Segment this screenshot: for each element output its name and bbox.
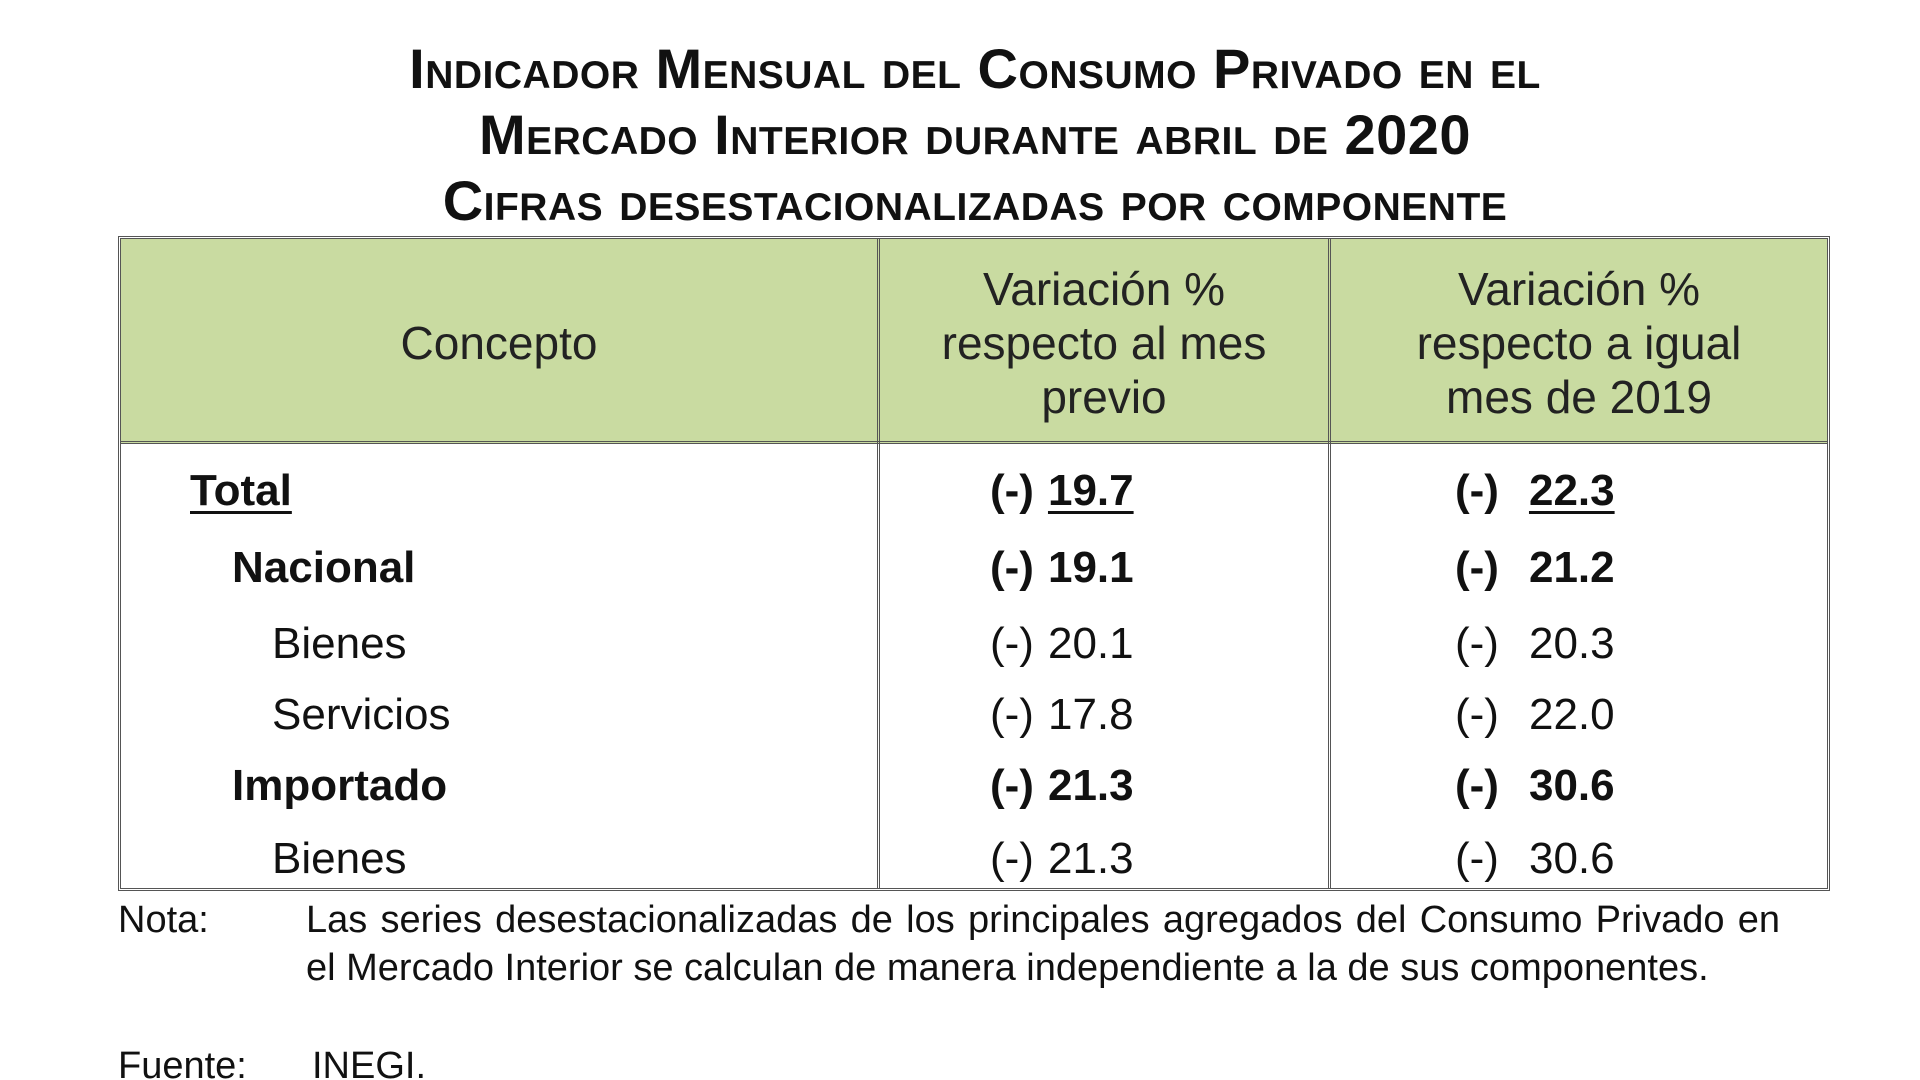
row-label-servicios: Servicios: [272, 690, 451, 739]
header-col1-line-3: previo: [1041, 371, 1167, 423]
row-bienes-nacional-col1: (-) 20.1: [990, 614, 1134, 674]
value-number: 19.7: [1047, 466, 1134, 515]
value-number: 19.1: [1047, 543, 1134, 592]
header-col1: Variación % respecto al mes previo: [880, 262, 1328, 424]
value-sign: (-): [1455, 690, 1499, 739]
value-number: 21.2: [1528, 543, 1615, 592]
row-nacional-col1: (-) 19.1: [990, 538, 1134, 598]
header-col2: Variación % respecto a igual mes de 2019: [1331, 262, 1827, 424]
row-total-col2: (-) 22.3: [1455, 461, 1615, 521]
value-number: 22.0: [1528, 690, 1615, 739]
header-col2-line-3: mes de 2019: [1446, 371, 1712, 423]
row-label-bienes-importado: Bienes: [272, 834, 407, 883]
value-sign: (-): [1455, 466, 1499, 515]
row-importado-col2: (-) 30.6: [1455, 756, 1615, 816]
value-sign: (-): [990, 619, 1034, 668]
row-label-importado: Importado: [232, 761, 448, 810]
header-col1-line-1: Variación %: [982, 263, 1226, 315]
row-label-total: Total: [190, 466, 292, 515]
value-number: 20.3: [1528, 619, 1615, 668]
row-importado-col1: (-) 21.3: [990, 756, 1134, 816]
title-line-1: Indicador Mensual del Consumo Privado en…: [409, 37, 1541, 100]
value-number: 21.3: [1047, 834, 1134, 883]
row-nacional-col2: (-) 21.2: [1455, 538, 1615, 598]
value-sign: (-): [1455, 834, 1499, 883]
row-bienes-nacional-col2: (-) 20.3: [1455, 614, 1615, 674]
value-number: 30.6: [1528, 761, 1615, 810]
value-sign: (-): [990, 543, 1034, 592]
source-text: INEGI.: [312, 1045, 427, 1080]
value-number: 20.1: [1047, 619, 1134, 668]
value-sign: (-): [1455, 543, 1499, 592]
data-table: [118, 236, 1830, 891]
row-bienes-importado-col1: (-) 21.3: [990, 829, 1134, 889]
title-line-2: Mercado Interior durante abril de 2020: [478, 103, 1472, 166]
value-number: 22.3: [1528, 466, 1615, 515]
row-servicios-col1: (-) 17.8: [990, 685, 1134, 745]
header-concepto: Concepto: [400, 317, 598, 369]
column-divider-2: [1328, 239, 1331, 888]
column-divider-1: [877, 239, 880, 888]
source-label: Fuente:: [118, 1045, 247, 1080]
row-label-nacional: Nacional: [232, 543, 416, 592]
title-line-3: Cifras desestacionalizadas por component…: [442, 169, 1508, 232]
note-label: Nota:: [118, 899, 209, 941]
header-col2-line-1: Variación %: [1457, 263, 1701, 315]
value-sign: (-): [990, 690, 1034, 739]
table-row-label: Total: [190, 461, 292, 521]
row-bienes-importado-col2: (-) 30.6: [1455, 829, 1615, 889]
value-sign: (-): [1455, 619, 1499, 668]
value-sign: (-): [990, 761, 1034, 810]
row-total-col1: (-) 19.7: [990, 461, 1134, 521]
note-text: Las series desestacionalizadas de los pr…: [306, 899, 1780, 989]
header-col1-line-2: respecto al mes: [941, 317, 1267, 369]
value-number: 30.6: [1528, 834, 1615, 883]
table-header-background: [121, 239, 1827, 443]
header-col2-line-2: respecto a igual: [1416, 317, 1742, 369]
value-number: 17.8: [1047, 690, 1134, 739]
value-sign: (-): [990, 466, 1034, 515]
row-label-bienes-nacional: Bienes: [272, 619, 407, 668]
row-servicios-col2: (-) 22.0: [1455, 685, 1615, 745]
value-sign: (-): [1455, 761, 1499, 810]
header-divider: [121, 441, 1827, 444]
value-number: 21.3: [1047, 761, 1134, 810]
value-sign: (-): [990, 834, 1034, 883]
